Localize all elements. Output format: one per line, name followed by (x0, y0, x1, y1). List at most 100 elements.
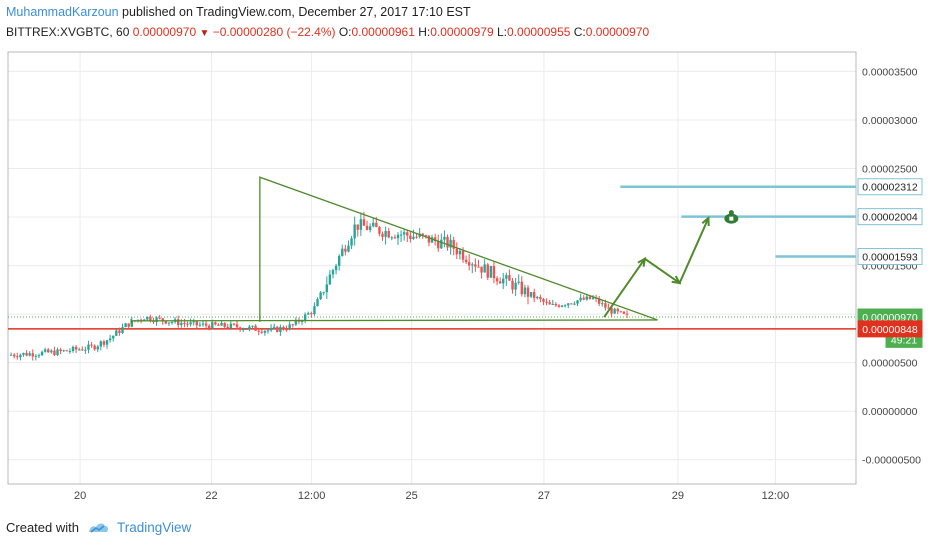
candle-body (263, 330, 267, 333)
candle-body (28, 353, 31, 356)
y-tick-label: 0.00003500 (862, 66, 918, 78)
candle-body (539, 296, 542, 300)
candle-body (90, 344, 93, 346)
x-tick-label: 29 (672, 490, 684, 502)
candle-body (337, 255, 341, 266)
price-badge-level (857, 178, 923, 196)
open-value: 0.00000961 (351, 25, 415, 39)
candle-body (115, 330, 118, 336)
candle-body (409, 235, 412, 239)
candle-body (560, 305, 564, 307)
candle-body (322, 292, 325, 294)
candle-body (418, 233, 421, 237)
candle-body (313, 306, 316, 315)
candle-body (65, 350, 69, 352)
candle-body (316, 299, 319, 307)
plot-frame (7, 51, 857, 485)
candle-body (489, 266, 493, 278)
candle-body (446, 236, 449, 248)
price-badge-support (857, 320, 923, 338)
candle-body (471, 264, 474, 266)
candle-body (217, 324, 220, 326)
candle-body (22, 352, 25, 355)
candle-body (161, 318, 164, 322)
candle-body (43, 349, 47, 352)
price-badge-level (857, 248, 923, 266)
candle-body (164, 321, 168, 324)
candle-body (251, 325, 254, 327)
candle-body (87, 344, 90, 350)
y-tick-label: 0.00003000 (862, 115, 918, 127)
candles (9, 211, 629, 361)
candle-body (74, 346, 78, 350)
candle-body (238, 327, 242, 330)
candle-body (443, 236, 446, 240)
candle-body (390, 237, 394, 239)
candle-body (505, 275, 508, 279)
drawings (130, 176, 739, 324)
y-tick-label: -0.00000500 (862, 455, 921, 467)
candle-body (189, 322, 192, 325)
projection-path (603, 217, 710, 318)
candle-body (276, 326, 279, 332)
candle-body (254, 325, 257, 331)
candle-body (532, 292, 536, 299)
candle-body (372, 222, 375, 227)
x-tick-label: 22 (205, 490, 217, 502)
candle-body (452, 239, 455, 249)
candle-body (498, 281, 502, 284)
x-tick-label: 20 (74, 490, 86, 502)
tradingview-logo-icon (88, 522, 109, 533)
candle-body (59, 349, 62, 352)
candle-body (356, 224, 359, 230)
high-value: 0.00000979 (430, 25, 494, 39)
x-tick-label: 12:00 (762, 490, 790, 502)
candle-body (579, 297, 582, 301)
candle-body (378, 227, 381, 234)
candle-body (331, 270, 335, 275)
candle-body (84, 349, 87, 351)
candle-body (235, 324, 239, 328)
candle-body (167, 322, 171, 324)
last-price: 0.00000970 (132, 25, 197, 39)
candle-body (183, 322, 186, 324)
candle-body (229, 323, 233, 329)
candle-body (198, 324, 202, 326)
candle-body (303, 314, 307, 322)
candle-body (260, 331, 264, 333)
candle-body (81, 349, 84, 351)
candle-body (341, 248, 344, 256)
candle-body (62, 350, 65, 352)
candle-body (50, 350, 53, 353)
candle-body (112, 335, 115, 339)
candle-body (319, 292, 322, 300)
low-label: L: (497, 25, 508, 39)
close-label: C: (573, 25, 586, 39)
candle-body (387, 230, 390, 238)
grid-lines (8, 52, 856, 484)
candle-body (520, 281, 524, 295)
candle-body (576, 300, 579, 304)
candle-body (242, 329, 245, 331)
candle-body (19, 354, 22, 358)
candle-body (226, 326, 229, 329)
candle-body (9, 354, 13, 356)
candle-body (285, 329, 288, 331)
candle-body (56, 349, 59, 356)
candle-body (180, 322, 183, 326)
candle-body (37, 355, 41, 357)
publish-info: MuhammadKarzoun published on TradingView… (6, 5, 471, 19)
open-label: O: (338, 25, 352, 39)
author-link[interactable]: MuhammadKarzoun (6, 5, 119, 19)
candle-body (492, 266, 496, 279)
candle-body (607, 307, 610, 309)
tradingview-link[interactable]: TradingView (116, 520, 192, 535)
candle-body (582, 297, 585, 300)
candle-body (68, 350, 72, 352)
candle-body (573, 303, 576, 305)
candle-body (551, 303, 554, 305)
candle-body (211, 322, 214, 329)
money-bag-knot (728, 210, 734, 216)
candle-body (514, 282, 517, 290)
